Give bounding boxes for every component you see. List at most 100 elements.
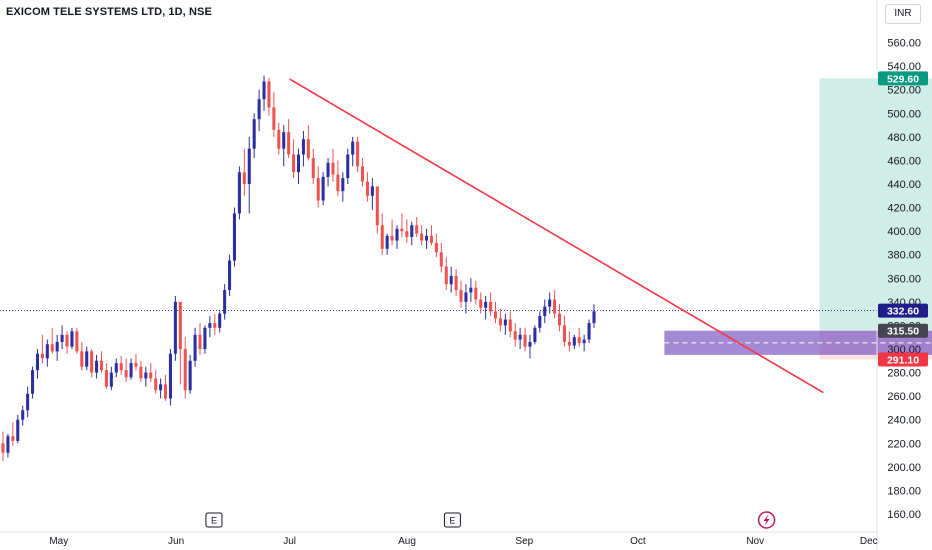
candle-body (523, 334, 527, 347)
y-tick-label: 520.00 (887, 85, 921, 97)
candle-body (134, 363, 138, 367)
candle-body (548, 299, 552, 307)
candle (557, 304, 562, 332)
candle-body (360, 166, 365, 182)
candle (484, 295, 488, 320)
candle (198, 323, 202, 355)
candle-body (267, 81, 271, 108)
candle-body (459, 290, 463, 302)
candle (218, 311, 222, 333)
candle-body (262, 81, 266, 100)
candle (587, 319, 591, 344)
candle-body (203, 327, 207, 349)
time-axis[interactable]: MayJunJulAugSepOctNovDec2025Feb (0, 531, 932, 547)
candle (178, 301, 182, 385)
candle-body (292, 154, 296, 173)
candle-body (410, 225, 414, 238)
target-zone[interactable] (819, 78, 932, 331)
y-tick-label: 540.00 (887, 61, 921, 73)
target-price-badge (878, 71, 928, 86)
lightning-glyph (763, 514, 770, 526)
candle (109, 366, 113, 391)
candle (95, 354, 99, 379)
candle (104, 363, 108, 390)
y-tick-label: 260.00 (887, 391, 921, 403)
candle-body (208, 323, 212, 328)
candle (523, 327, 527, 352)
candle (577, 327, 581, 347)
candle (45, 339, 49, 367)
candle (351, 136, 355, 167)
candle-body (257, 99, 261, 120)
candle (272, 92, 276, 137)
candle (548, 292, 552, 314)
candle-body (390, 235, 394, 241)
candle-body (444, 266, 448, 285)
candle-body (85, 351, 89, 367)
candle-body (114, 363, 118, 373)
trendline[interactable] (289, 78, 824, 394)
candle (40, 334, 44, 364)
candle (582, 334, 586, 352)
candle-body (484, 301, 488, 308)
candle (434, 233, 438, 258)
candle-body (16, 419, 20, 441)
candle (35, 349, 40, 379)
candle (1, 431, 5, 461)
candle-body (168, 353, 172, 399)
candle-body (55, 341, 59, 352)
candle (439, 242, 443, 273)
candle-body (503, 319, 507, 326)
candle (469, 278, 473, 302)
candle-body (577, 337, 581, 344)
candle-body (6, 436, 10, 453)
x-tick-label: Jul (283, 536, 296, 547)
candle (203, 325, 207, 354)
candle-body (479, 299, 483, 308)
x-tick-label: Dec (860, 536, 878, 547)
candle (99, 351, 104, 373)
candle-body (365, 181, 369, 196)
entry-price-badge-text: 315.50 (887, 326, 919, 338)
candle-body (242, 172, 246, 184)
candle (55, 334, 59, 361)
candle-body (405, 231, 409, 238)
candle (262, 75, 266, 111)
candle-body (385, 235, 389, 249)
y-tick-label: 360.00 (887, 273, 921, 285)
candle (26, 386, 30, 418)
candle (252, 113, 256, 159)
candle (321, 172, 325, 206)
candle-body (316, 178, 320, 201)
candle (360, 158, 365, 187)
candle-body (434, 242, 438, 253)
candle-body (311, 158, 315, 179)
currency-button[interactable]: INR (885, 4, 921, 24)
candle-body (277, 129, 281, 149)
candle-body (351, 141, 355, 155)
lightning-event-icon[interactable] (757, 511, 776, 529)
earnings-label: E (211, 516, 217, 526)
candle-body (587, 323, 591, 340)
candle (508, 311, 512, 338)
candle-body (213, 323, 217, 328)
candle (277, 122, 281, 155)
candle-body (469, 287, 473, 293)
earnings-event-icon[interactable]: E (443, 512, 461, 528)
candle (513, 323, 517, 347)
candle-body (70, 331, 74, 347)
candle-body (198, 334, 202, 349)
candle (292, 139, 296, 179)
y-tick-label: 160.00 (887, 509, 921, 521)
candle (149, 363, 153, 382)
candle (415, 217, 419, 238)
candle-body (326, 162, 330, 177)
earnings-event-icon[interactable]: E (205, 512, 223, 528)
candle (31, 366, 35, 399)
x-tick-label: Oct (630, 536, 646, 547)
candle (370, 178, 374, 210)
candle-body (193, 334, 197, 361)
last-price-badge-text: 332.60 (887, 306, 919, 318)
